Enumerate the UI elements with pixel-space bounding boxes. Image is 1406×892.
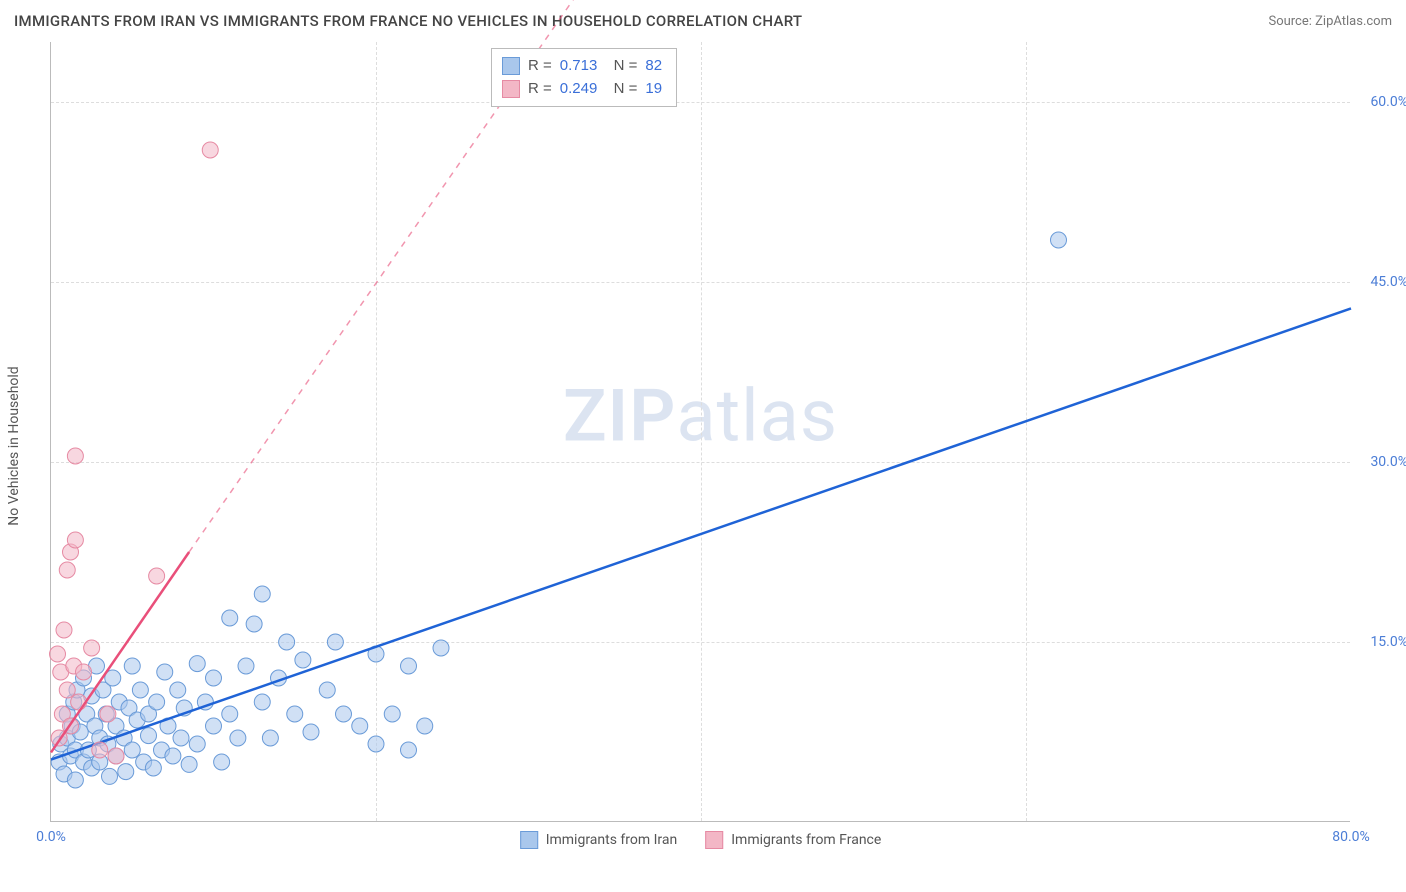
data-point (206, 670, 222, 686)
stat-n-val-france: 19 (645, 78, 662, 101)
data-point (108, 748, 124, 764)
data-point (67, 532, 83, 548)
data-point (401, 658, 417, 674)
data-point (102, 768, 118, 784)
data-point (149, 568, 165, 584)
legend-stats-row-france: R = 0.249 N = 19 (502, 78, 662, 101)
bottom-legend-item-iran: Immigrants from Iran (520, 831, 678, 849)
data-point (157, 664, 173, 680)
data-point (202, 142, 218, 158)
data-point (384, 706, 400, 722)
data-point (67, 448, 83, 464)
data-point (295, 652, 311, 668)
source-label: Source: ZipAtlas.com (1268, 14, 1392, 29)
data-point (124, 658, 140, 674)
data-point (170, 682, 186, 698)
data-point (165, 748, 181, 764)
stat-r-val-iran: 0.713 (560, 55, 598, 78)
x-tick-label: 0.0% (36, 829, 66, 845)
data-point (279, 634, 295, 650)
data-point (173, 730, 189, 746)
swatch-iran (520, 831, 538, 849)
data-point (230, 730, 246, 746)
data-point (433, 640, 449, 656)
y-tick-label: 60.0% (1358, 94, 1406, 110)
chart-title: IMMIGRANTS FROM IRAN VS IMMIGRANTS FROM … (14, 12, 802, 30)
data-point (206, 718, 222, 734)
y-tick-label: 15.0% (1358, 634, 1406, 650)
data-point (145, 760, 161, 776)
data-point (124, 742, 140, 758)
stat-r-label: R = (528, 55, 552, 78)
data-point (92, 742, 108, 758)
bottom-legend: Immigrants from Iran Immigrants from Fra… (520, 831, 882, 849)
data-point (368, 736, 384, 752)
data-point (222, 610, 238, 626)
data-point (100, 706, 116, 722)
plot-area: ZIPatlas 15.0%30.0%45.0%60.0% 0.0%80.0% … (50, 42, 1350, 822)
data-point (84, 640, 100, 656)
swatch-iran (502, 57, 520, 75)
y-tick-label: 30.0% (1358, 454, 1406, 470)
data-point (303, 724, 319, 740)
y-tick-label: 45.0% (1358, 274, 1406, 290)
data-point (141, 728, 157, 744)
x-tick-label: 80.0% (1332, 829, 1370, 845)
data-point (189, 736, 205, 752)
data-point (1051, 232, 1067, 248)
data-point (401, 742, 417, 758)
data-point (254, 586, 270, 602)
y-axis-label: No Vehicles in Household (6, 366, 22, 525)
stat-n-label: N = (605, 55, 637, 78)
data-point (214, 754, 230, 770)
stat-r-label: R = (528, 78, 552, 101)
data-point (319, 682, 335, 698)
stat-n-label: N = (605, 78, 637, 101)
data-point (149, 694, 165, 710)
bottom-legend-label: Immigrants from France (731, 832, 881, 848)
data-point (352, 718, 368, 734)
data-point (132, 682, 148, 698)
data-point (417, 718, 433, 734)
data-point (59, 562, 75, 578)
data-point (254, 694, 270, 710)
data-point (56, 622, 72, 638)
data-point (238, 658, 254, 674)
bottom-legend-label: Immigrants from Iran (546, 832, 678, 848)
data-point (67, 772, 83, 788)
trend-line (51, 308, 1351, 759)
chart-svg (51, 42, 1350, 821)
data-point (222, 706, 238, 722)
data-point (189, 656, 205, 672)
legend-stats: R = 0.713 N = 82 R = 0.249 N = 19 (491, 48, 677, 107)
data-point (59, 682, 75, 698)
stat-n-val-iran: 82 (645, 55, 662, 78)
data-point (246, 616, 262, 632)
data-point (327, 634, 343, 650)
stat-r-val-france: 0.249 (560, 78, 598, 101)
data-point (287, 706, 303, 722)
data-point (118, 764, 134, 780)
data-point (181, 756, 197, 772)
legend-stats-row-iran: R = 0.713 N = 82 (502, 55, 662, 78)
swatch-france (705, 831, 723, 849)
swatch-france (502, 80, 520, 98)
data-point (262, 730, 278, 746)
data-point (76, 664, 92, 680)
bottom-legend-item-france: Immigrants from France (705, 831, 881, 849)
header: IMMIGRANTS FROM IRAN VS IMMIGRANTS FROM … (14, 12, 1392, 30)
data-point (336, 706, 352, 722)
data-point (50, 646, 66, 662)
